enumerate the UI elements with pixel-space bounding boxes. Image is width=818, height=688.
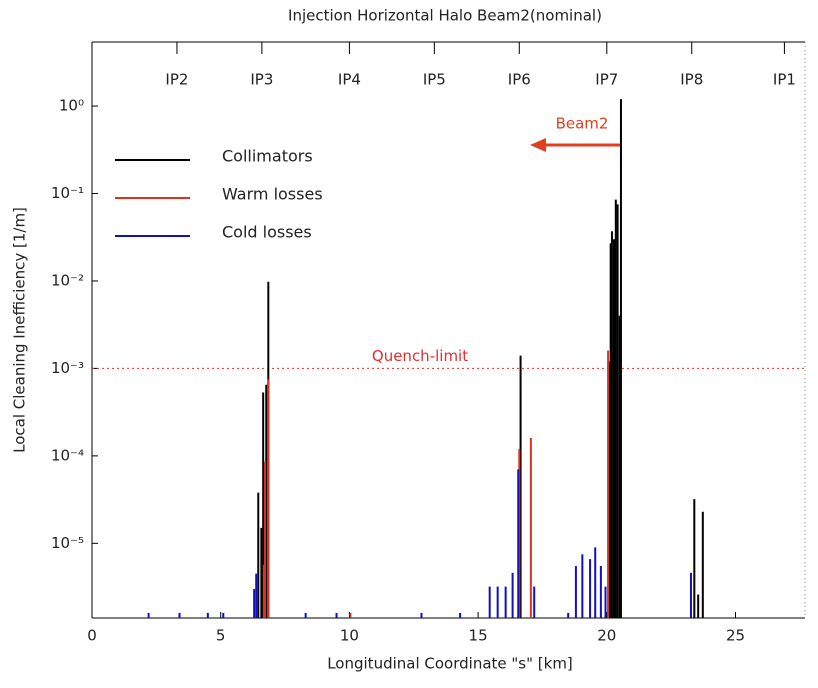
x-tick-label: 15 (469, 627, 488, 645)
y-tick-label: 10⁻² (51, 271, 84, 289)
chart-title: Injection Horizontal Halo Beam2(nominal) (288, 7, 602, 25)
beam-label: Beam2 (556, 115, 609, 133)
legend-label: Warm losses (222, 185, 323, 204)
x-tick-label: 25 (726, 627, 745, 645)
x-tick-label: 5 (216, 627, 226, 645)
x-tick-label: 0 (87, 627, 97, 645)
x-tick-label: 10 (340, 627, 359, 645)
ip-label: IP7 (595, 71, 618, 89)
beam-arrow-head (530, 138, 546, 152)
ip-label: IP3 (250, 71, 273, 89)
y-tick-label: 10⁻¹ (51, 184, 84, 202)
y-tick-label: 10⁻⁴ (51, 446, 84, 464)
ip-label: IP4 (338, 71, 361, 89)
ip-label: IP5 (423, 71, 446, 89)
y-tick-label: 10⁰ (59, 97, 84, 115)
quench-limit-label: Quench-limit (372, 347, 468, 365)
y-tick-label: 10⁻³ (51, 359, 84, 377)
x-axis-label: Longitudinal Coordinate "s" [km] (327, 655, 573, 673)
ip-label: IP6 (508, 71, 531, 89)
legend-label: Collimators (222, 147, 313, 166)
ip-label: IP1 (773, 71, 796, 89)
ip-label: IP8 (680, 71, 703, 89)
y-tick-label: 10⁻⁵ (51, 534, 84, 552)
legend-label: Cold losses (222, 223, 312, 242)
y-axis-label: Local Cleaning Inefficiency [1/m] (11, 207, 29, 453)
ip-label: IP2 (165, 71, 188, 89)
x-tick-label: 20 (597, 627, 616, 645)
